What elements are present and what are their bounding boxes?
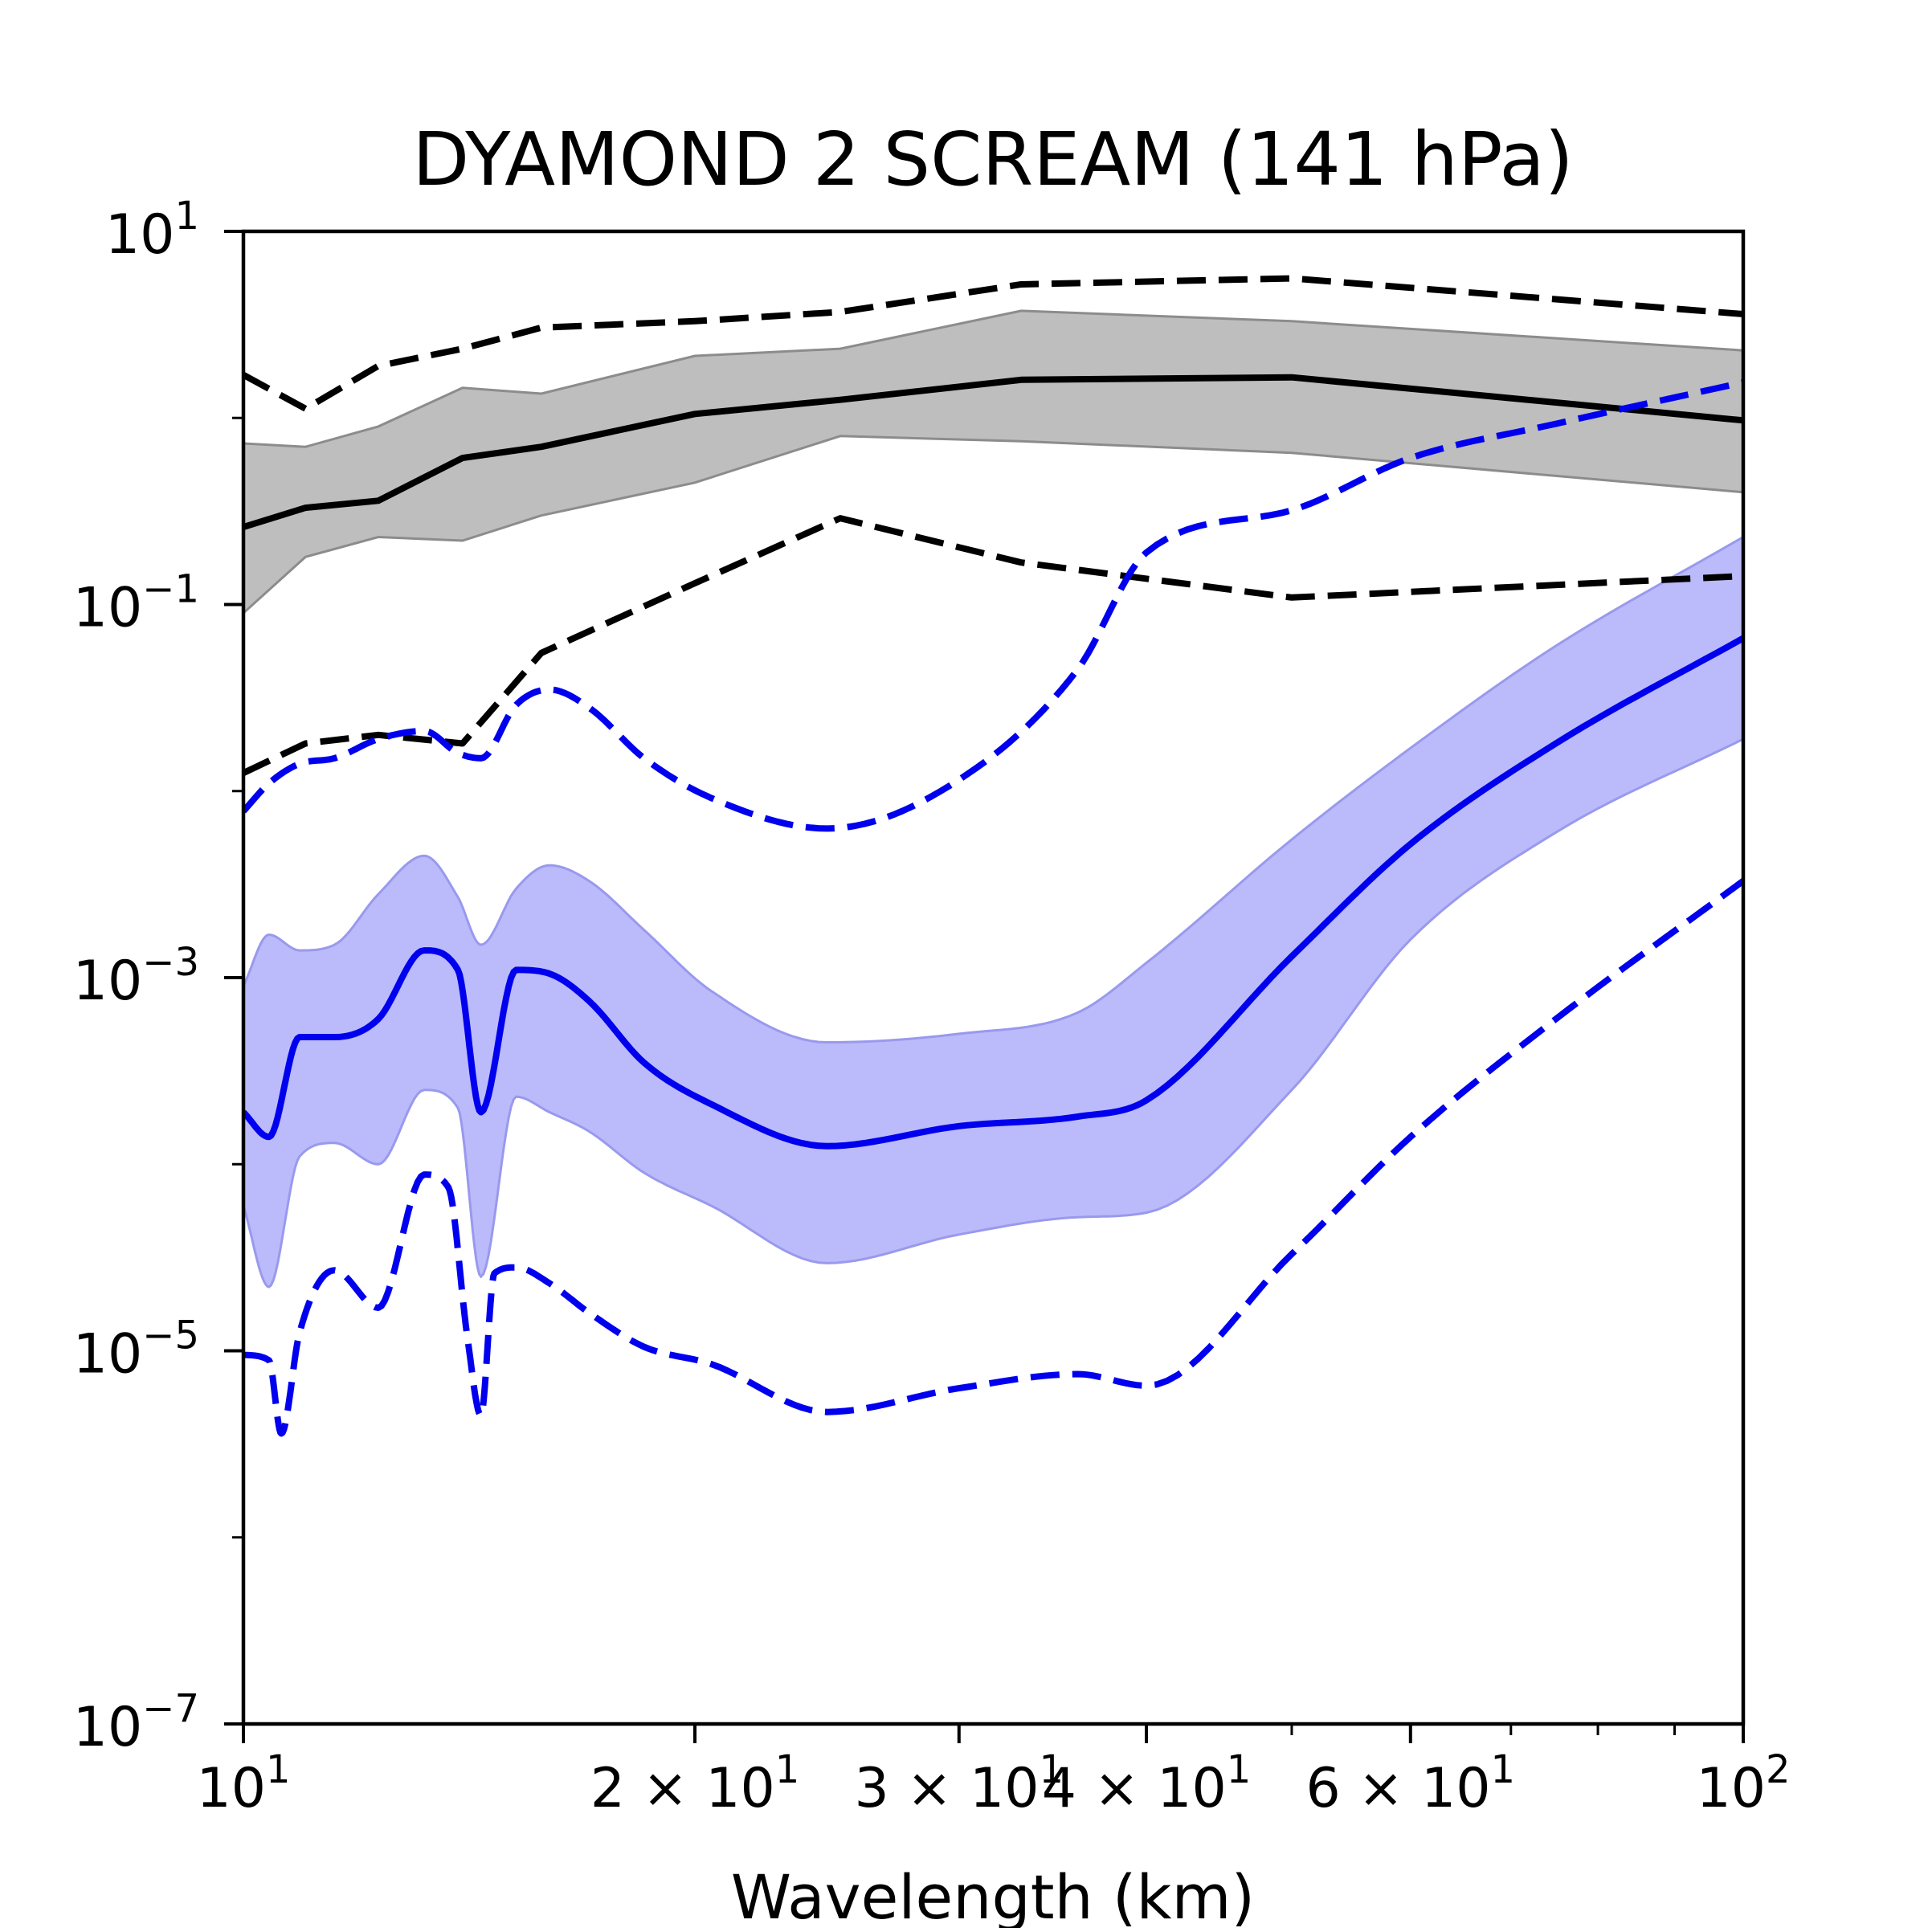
- y-tick-base: 10: [73, 1696, 143, 1759]
- y-tick-label: 101: [105, 194, 199, 267]
- x-tick-base: 10: [1696, 1757, 1766, 1820]
- x-tick-exponent: 1: [775, 1747, 800, 1792]
- series-line-1: [243, 374, 1743, 530]
- x-tick-label: 6 × 101: [1306, 1747, 1516, 1820]
- chart-title: DYAMOND 2 SCREAM (141 hPa): [412, 116, 1573, 202]
- series-line-2: [243, 275, 1743, 412]
- y-tick-label: 10−7: [73, 1686, 199, 1759]
- y-tick-exponent: −5: [142, 1313, 199, 1358]
- x-tick-base: 10: [196, 1757, 266, 1820]
- y-tick-base: 10: [73, 1323, 143, 1387]
- band-2: [243, 535, 1743, 1289]
- x-tick-exponent: 1: [1040, 1747, 1064, 1792]
- y-tick-label: 10−1: [73, 567, 199, 640]
- x-tick-mantissa: 6 ×: [1306, 1757, 1421, 1820]
- y-tick-base: 10: [105, 203, 175, 267]
- y-tick-base: 10: [73, 577, 143, 640]
- series-line-6: [243, 878, 1743, 1437]
- y-tick-label: 10−5: [73, 1313, 199, 1387]
- x-tick-label: 2 × 101: [590, 1747, 800, 1820]
- x-tick-mantissa: 4 ×: [1042, 1757, 1157, 1820]
- x-tick-base: 10: [1421, 1757, 1491, 1820]
- x-tick-mantissa: 3 ×: [855, 1757, 970, 1820]
- y-tick-base: 10: [73, 950, 143, 1013]
- series-layer: [243, 275, 1743, 1437]
- series-line-5: [243, 379, 1743, 832]
- x-tick-mantissa: 2 ×: [590, 1757, 705, 1820]
- x-tick-exponent: 1: [1491, 1747, 1516, 1792]
- band-1: [243, 309, 1743, 615]
- x-tick-exponent: 2: [1766, 1747, 1791, 1792]
- x-tick-label: 101: [196, 1747, 290, 1820]
- x-tick-exponent: 1: [266, 1747, 291, 1792]
- y-tick-exponent: 1: [174, 194, 199, 239]
- series-line-4: [243, 635, 1743, 1150]
- series-line-3: [243, 515, 1743, 776]
- x-tick-label: 4 × 101: [1042, 1747, 1252, 1820]
- x-tick-label: 3 × 101: [855, 1747, 1064, 1820]
- y-tick-exponent: −7: [142, 1686, 199, 1731]
- y-tick-exponent: −3: [142, 940, 199, 985]
- x-axis-label: Wavelength (km): [731, 1861, 1255, 1928]
- y-tick-exponent: −1: [142, 567, 199, 612]
- x-tick-label: 102: [1696, 1747, 1790, 1820]
- y-tick-label: 10−3: [73, 940, 199, 1013]
- x-tick-base: 10: [970, 1757, 1040, 1820]
- x-tick-base: 10: [1157, 1757, 1227, 1820]
- x-tick-base: 10: [705, 1757, 775, 1820]
- x-tick-exponent: 1: [1227, 1747, 1252, 1792]
